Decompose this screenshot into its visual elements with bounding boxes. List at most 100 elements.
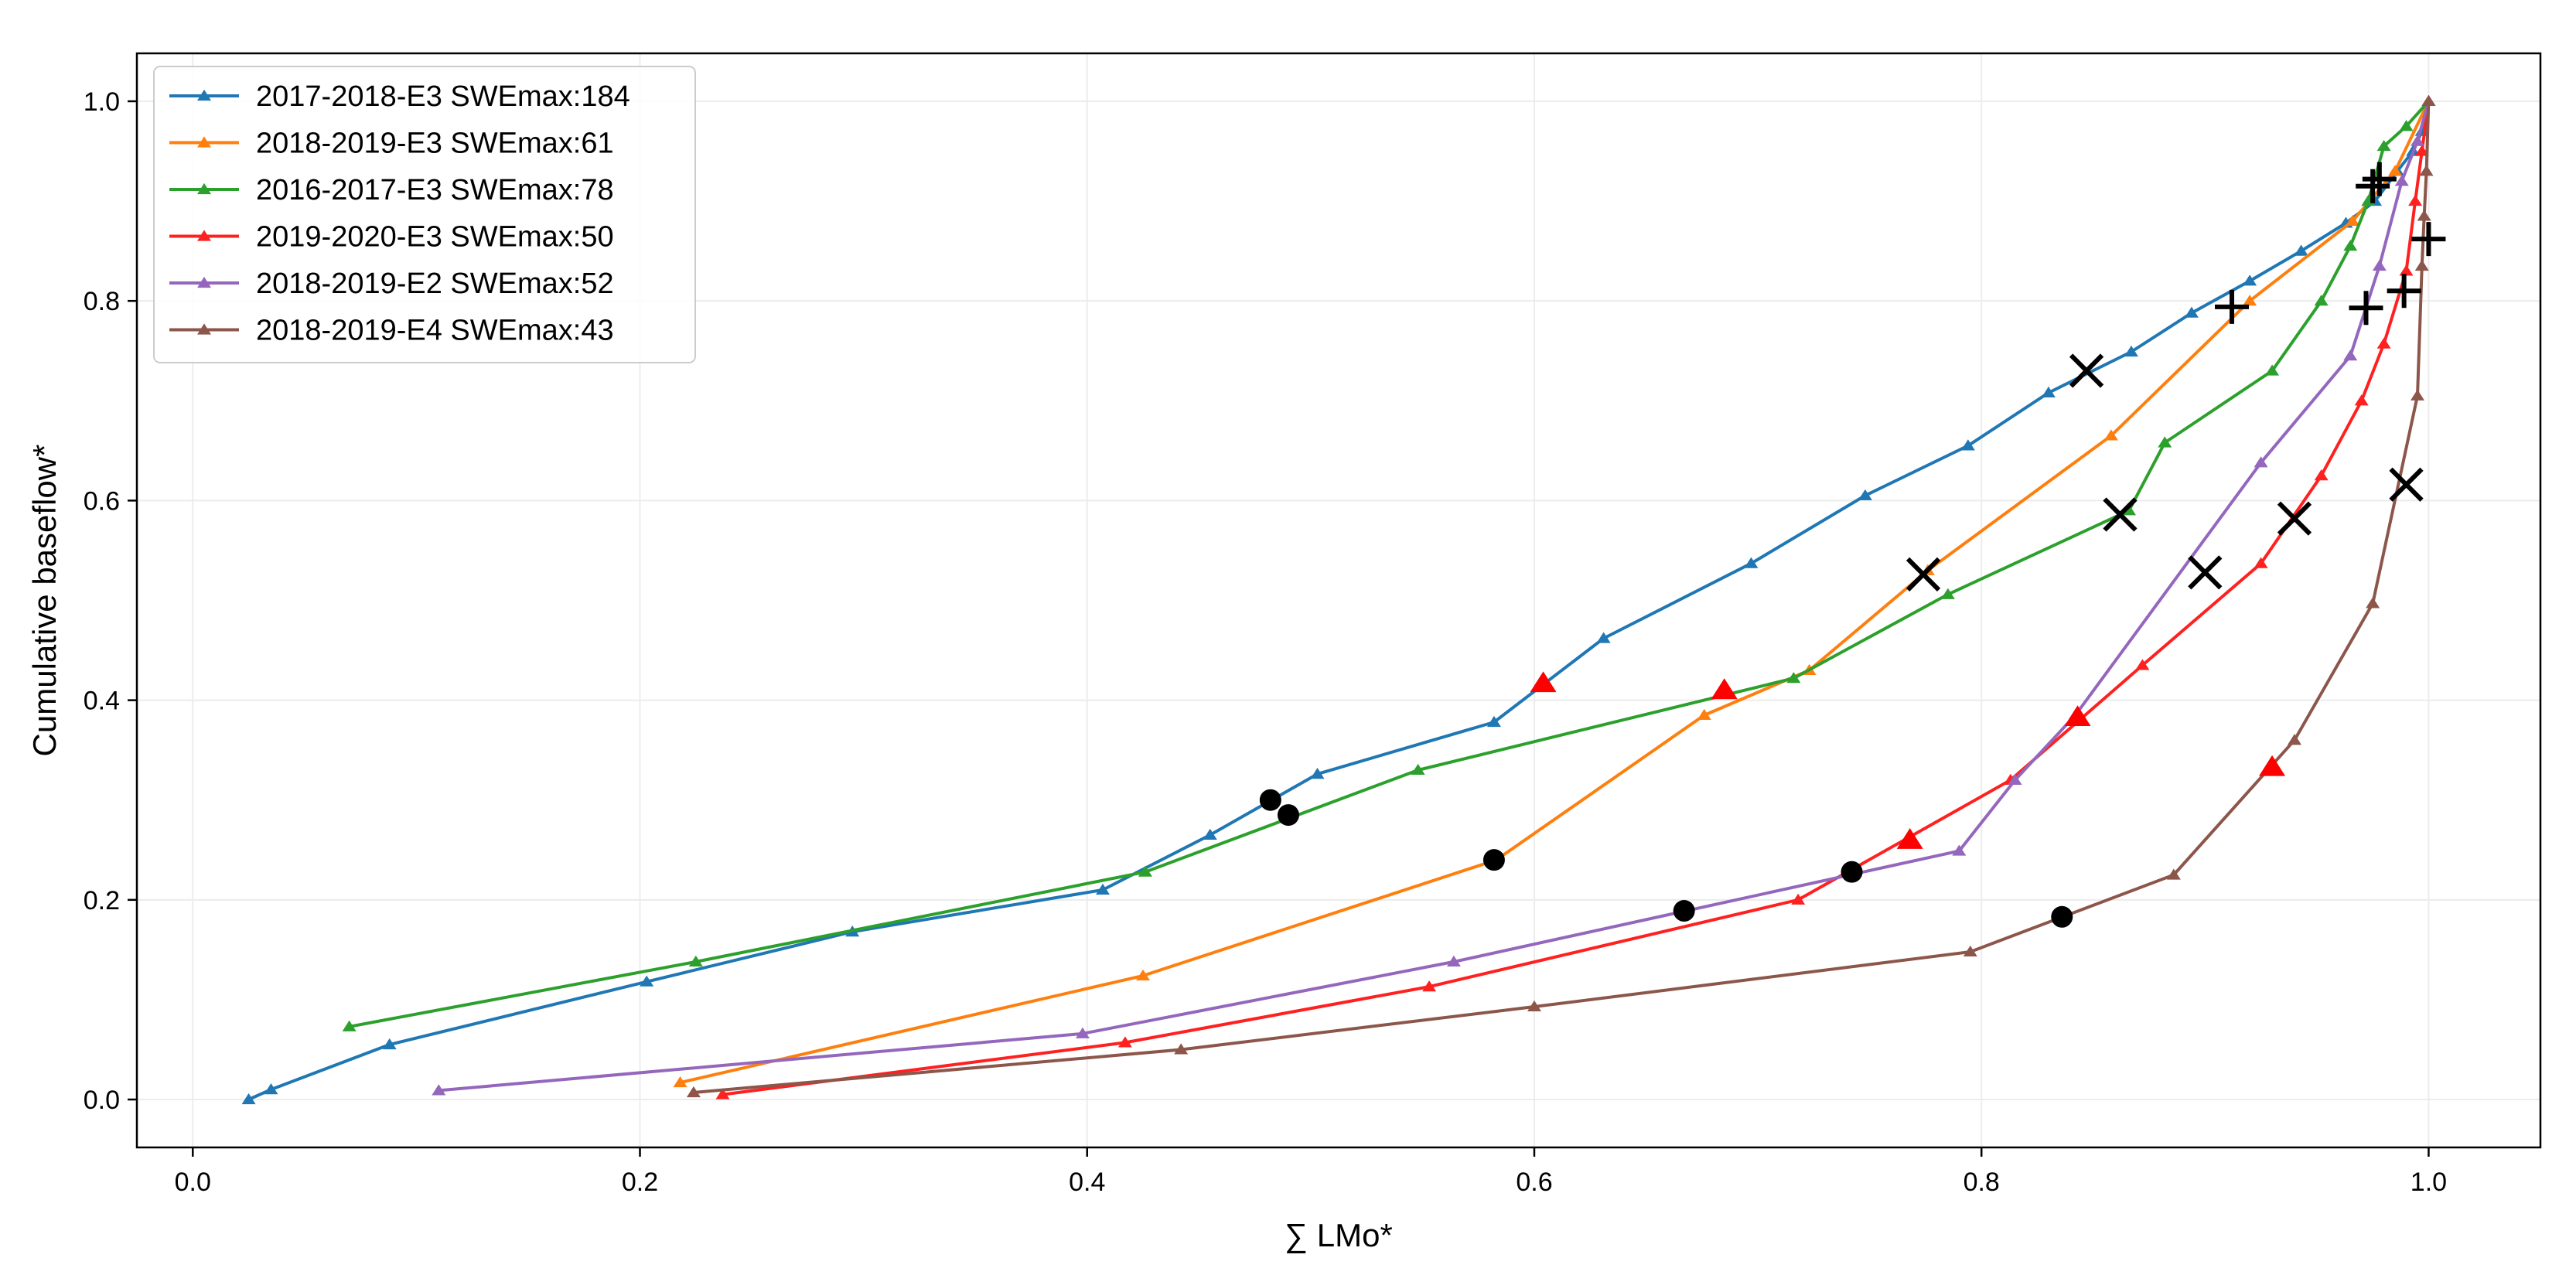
x-marker-3 bbox=[2277, 501, 2312, 536]
legend-swatch-marker-4 bbox=[197, 276, 211, 288]
series-4-point-10 bbox=[2410, 135, 2424, 146]
red-triangle-marker-5 bbox=[2259, 755, 2286, 776]
series-3-point-5 bbox=[2135, 659, 2150, 670]
series-0-point-13 bbox=[2041, 386, 2056, 398]
series-1-point-3 bbox=[1697, 708, 1711, 721]
axis-ticks: 0.0 0.2 0.4 0.6 0.8 1.0 0.0 0.2 0.4 0.6 0.8 1.0 bbox=[84, 87, 2447, 1197]
series-3-point-9 bbox=[2376, 337, 2391, 349]
y-axis-label: Cumulative baseflow* bbox=[26, 445, 63, 757]
series-2-point-13 bbox=[2399, 120, 2414, 131]
event-markers bbox=[1259, 162, 2446, 928]
series-3-point-12 bbox=[2414, 145, 2429, 156]
x-marker-4 bbox=[2188, 555, 2223, 590]
series-0-point-8 bbox=[1486, 715, 1501, 728]
y-tick-label-5: 1.0 bbox=[84, 87, 120, 117]
series-3-point-10 bbox=[2399, 264, 2414, 276]
series-2-point-8 bbox=[2265, 364, 2280, 376]
series-3-point-1 bbox=[1117, 1036, 1132, 1048]
circle-marker-5 bbox=[2051, 905, 2073, 928]
x-marker-5 bbox=[2389, 467, 2424, 502]
series-0-point-12 bbox=[1960, 439, 1975, 451]
circle-marker-0 bbox=[1259, 789, 1281, 811]
x-tick-label-2: 0.4 bbox=[1069, 1168, 1105, 1197]
series-4-point-4 bbox=[2008, 773, 2022, 785]
series-5-point-3 bbox=[1963, 945, 1977, 957]
legend-entry-2: 2016-2017-E3 SWEmax:78 bbox=[169, 174, 614, 206]
series-4 bbox=[432, 94, 2436, 1096]
series-2-point-1 bbox=[688, 955, 703, 966]
series-1-point-7 bbox=[2243, 295, 2257, 306]
series-4-point-7 bbox=[2343, 349, 2358, 361]
series-3-point-0 bbox=[715, 1088, 730, 1099]
series-4-point-9 bbox=[2394, 175, 2409, 186]
legend-label-5: 2018-2019-E4 SWEmax:43 bbox=[256, 315, 614, 347]
series-2-point-9 bbox=[2314, 295, 2329, 306]
legend-swatch-marker-1 bbox=[197, 136, 211, 148]
series-0-point-7 bbox=[1310, 768, 1325, 779]
y-tick-label-3: 0.6 bbox=[84, 486, 120, 516]
legend-label-0: 2017-2018-E3 SWEmax:184 bbox=[256, 80, 630, 113]
legend-swatch-marker-3 bbox=[197, 230, 211, 241]
legend-entry-1: 2018-2019-E3 SWEmax:61 bbox=[169, 128, 614, 160]
series-5-point-5 bbox=[2287, 734, 2301, 745]
series-3-point-11 bbox=[2408, 194, 2423, 206]
series-3-point-3 bbox=[1791, 893, 1806, 905]
series-3 bbox=[715, 94, 2436, 1099]
y-tick-label-1: 0.2 bbox=[84, 886, 120, 915]
plus-marker-5 bbox=[2411, 222, 2446, 257]
x-tick-label-5: 1.0 bbox=[2411, 1168, 2447, 1197]
series-2-point-3 bbox=[1411, 763, 1425, 776]
red-triangle-marker-2 bbox=[1711, 678, 1738, 700]
red-triangle-marker-4 bbox=[2064, 705, 2091, 727]
series-2-point-6 bbox=[2122, 504, 2137, 516]
series-0-point-10 bbox=[1744, 557, 1759, 568]
x-tick-label-3: 0.6 bbox=[1516, 1168, 1552, 1197]
legend-label-4: 2018-2019-E2 SWEmax:52 bbox=[256, 268, 614, 300]
x-axis-label: ∑ LMo* bbox=[1285, 1217, 1393, 1253]
plus-marker-4 bbox=[2349, 291, 2383, 326]
series-2-point-7 bbox=[2158, 436, 2172, 448]
legend-label-1: 2018-2019-E3 SWEmax:61 bbox=[256, 128, 614, 160]
series-1-point-1 bbox=[1136, 969, 1151, 981]
series-3-point-2 bbox=[1422, 980, 1437, 992]
series-4-point-8 bbox=[2372, 259, 2387, 271]
series-2-point-5 bbox=[1940, 588, 1955, 599]
circle-marker-2 bbox=[1277, 804, 1299, 827]
x-tick-label-0: 0.0 bbox=[175, 1168, 211, 1197]
plus-marker-1 bbox=[2215, 289, 2250, 324]
series-2-point-4 bbox=[1786, 672, 1801, 684]
series-4-point-2 bbox=[1446, 955, 1461, 966]
series-0-point-3 bbox=[640, 975, 654, 987]
series-0-point-5 bbox=[1095, 883, 1110, 895]
legend-label-2: 2016-2017-E3 SWEmax:78 bbox=[256, 174, 614, 206]
series-5-point-4 bbox=[2166, 868, 2181, 880]
series-5-point-6 bbox=[2366, 597, 2380, 609]
series-5-point-7 bbox=[2410, 389, 2424, 401]
series-2-point-10 bbox=[2343, 240, 2358, 251]
x-tick-label-4: 0.8 bbox=[1964, 1168, 2000, 1197]
series-0-point-6 bbox=[1203, 828, 1217, 840]
plus-marker-0 bbox=[2362, 162, 2397, 196]
series-0-point-14 bbox=[2124, 345, 2138, 357]
x-marker-1 bbox=[1906, 557, 1941, 592]
series-0-point-17 bbox=[2294, 244, 2308, 256]
red-triangle-marker-0 bbox=[1530, 671, 1557, 693]
series-5-point-9 bbox=[2417, 210, 2431, 221]
legend-label-3: 2019-2020-E3 SWEmax:50 bbox=[256, 221, 614, 254]
series-4-point-3 bbox=[1952, 844, 1967, 856]
legend: 2017-2018-E3 SWEmax:184 2018-2019-E3 SWEm… bbox=[153, 66, 696, 363]
x-marker-0 bbox=[2069, 353, 2104, 388]
plus-marker-3 bbox=[2387, 274, 2421, 309]
series-0-point-1 bbox=[264, 1083, 278, 1095]
x-marker-2 bbox=[2103, 497, 2138, 532]
legend-entry-5: 2018-2019-E4 SWEmax:43 bbox=[169, 315, 614, 347]
series-0-point-15 bbox=[2184, 306, 2199, 318]
series-3-point-6 bbox=[2254, 557, 2268, 568]
series-line-4 bbox=[438, 101, 2431, 1093]
circle-marker-1 bbox=[1482, 849, 1505, 871]
series-line-3 bbox=[722, 101, 2431, 1096]
legend-entry-3: 2019-2020-E3 SWEmax:50 bbox=[169, 221, 614, 254]
legend-box bbox=[153, 66, 696, 363]
series-4-point-6 bbox=[2254, 456, 2268, 468]
